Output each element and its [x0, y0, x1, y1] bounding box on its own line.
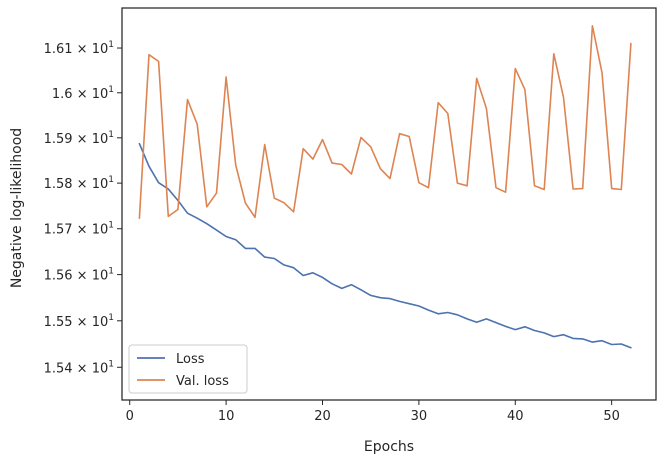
legend-box	[128, 344, 248, 394]
y-axis: 1.54 × 101 1.55 × 101 1.56 × 101 1.57 × 101…	[44, 40, 122, 376]
plot-frame	[121, 7, 657, 401]
y-tick-label: 1.55 × 101	[44, 313, 114, 330]
plot-background	[122, 8, 656, 400]
y-tick-label: 1.58 × 101	[44, 175, 114, 192]
legend: Loss Val. loss	[128, 344, 248, 394]
y-tick-label: 1.54 × 101	[44, 359, 114, 376]
legend-label-val-loss: Val. loss	[176, 374, 229, 389]
plot-area	[138, 24, 632, 349]
x-tick-label: 20	[314, 409, 331, 424]
y-tick-label: 1.57 × 101	[44, 221, 114, 238]
x-tick-label: 10	[218, 409, 235, 424]
x-tick-label: 0	[126, 409, 134, 424]
y-axis-label: Negative log-likelihood	[9, 128, 25, 288]
x-axis-label: Epochs	[364, 439, 414, 455]
series-line-val-loss	[138, 24, 632, 219]
y-tick-label: 1.61 × 101	[44, 40, 114, 57]
y-tick-label: 1.56 × 101	[44, 267, 114, 284]
legend-label-loss: Loss	[176, 352, 205, 367]
x-tick-label: 50	[603, 409, 620, 424]
y-tick-label: 1.59 × 101	[44, 130, 114, 147]
series-line-loss	[138, 142, 632, 349]
y-tick-label: 1.6 × 101	[52, 85, 114, 102]
x-tick-label: 40	[507, 409, 524, 424]
x-axis: 0 10 20 30 40 50	[126, 400, 620, 424]
x-tick-label: 30	[411, 409, 428, 424]
